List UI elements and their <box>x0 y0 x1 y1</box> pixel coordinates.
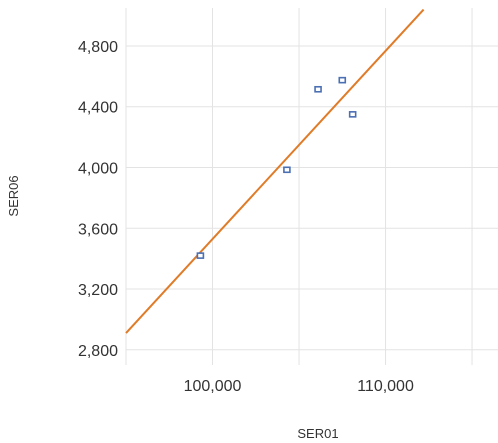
y-tick-label: 4,000 <box>78 161 118 178</box>
data-point <box>283 166 291 174</box>
trend-line <box>125 8 425 334</box>
data-point <box>196 252 205 259</box>
x-tick-label: 100,000 <box>184 378 242 395</box>
y-tick-label: 2,800 <box>78 343 118 360</box>
y-tick-label: 4,800 <box>78 39 118 56</box>
x-axis-title: SER01 <box>297 426 338 441</box>
y-tick-label: 4,400 <box>78 100 118 117</box>
y-tick-label: 3,200 <box>78 282 118 299</box>
x-tick-label: 110,000 <box>357 378 414 395</box>
y-tick-label: 3,600 <box>78 221 118 238</box>
gridlines <box>125 8 498 365</box>
y-axis-title: SER06 <box>6 175 21 216</box>
data-point <box>348 111 357 118</box>
x-tick-labels: 100,000 110,000 <box>184 378 414 395</box>
data-points <box>196 76 357 259</box>
y-tick-labels: 2,800 3,200 3,600 4,000 4,400 4,800 <box>78 39 118 360</box>
data-point <box>338 76 347 84</box>
data-point <box>314 85 322 93</box>
trend-lines <box>125 8 425 334</box>
